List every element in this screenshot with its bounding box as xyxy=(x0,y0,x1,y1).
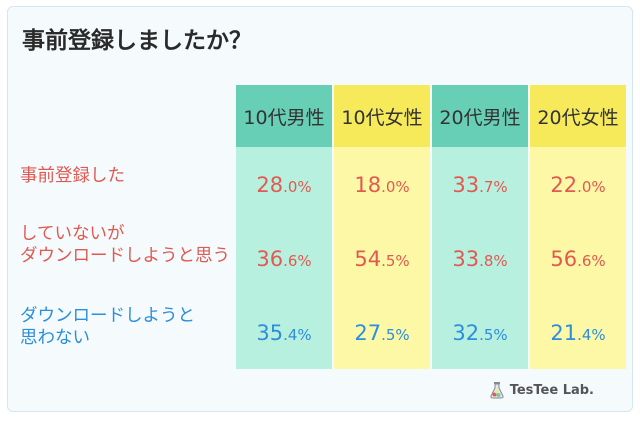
value-cell: 35.4% xyxy=(256,321,312,345)
value-cell: 33.8% xyxy=(452,247,508,271)
value-cell: 22.0% xyxy=(550,173,606,197)
row-label: していないが ダウンロードしようと思う xyxy=(20,224,230,266)
value-cell: 18.0% xyxy=(354,173,410,197)
column-header: 10代女性 xyxy=(334,85,430,147)
logo-text: TesTee Lab. xyxy=(509,382,594,398)
column-1: 10代男性 28.0% 36.6% 35.4% xyxy=(236,85,332,369)
testee-lab-logo: TesTee Lab. xyxy=(489,381,594,399)
chart-panel: 事前登録しましたか？ 10代男性 28.0% 36.6% 35.4% 10代女性 18.0… xyxy=(7,6,633,412)
column-header: 10代男性 xyxy=(236,85,332,147)
value-cell: 33.7% xyxy=(452,173,508,197)
value-cell: 21.4% xyxy=(550,321,606,345)
value-cell: 54.5% xyxy=(354,247,410,271)
value-cell: 32.5% xyxy=(452,321,508,345)
column-header: 20代男性 xyxy=(432,85,528,147)
column-2: 10代女性 18.0% 54.5% 27.5% xyxy=(334,85,430,369)
value-cell: 56.6% xyxy=(550,247,606,271)
value-cell: 27.5% xyxy=(354,321,410,345)
flask-icon xyxy=(490,382,504,399)
row-label: 事前登録した xyxy=(20,166,125,186)
column-3: 20代男性 33.7% 33.8% 32.5% xyxy=(432,85,528,369)
value-cell: 36.6% xyxy=(256,247,312,271)
column-4: 20代女性 22.0% 56.6% 21.4% xyxy=(530,85,626,369)
value-cell: 28.0% xyxy=(256,173,312,197)
chart-title: 事前登録しましたか？ xyxy=(22,28,252,54)
column-header: 20代女性 xyxy=(530,85,626,147)
row-label: ダウンロードしようと 思わない xyxy=(20,306,195,348)
